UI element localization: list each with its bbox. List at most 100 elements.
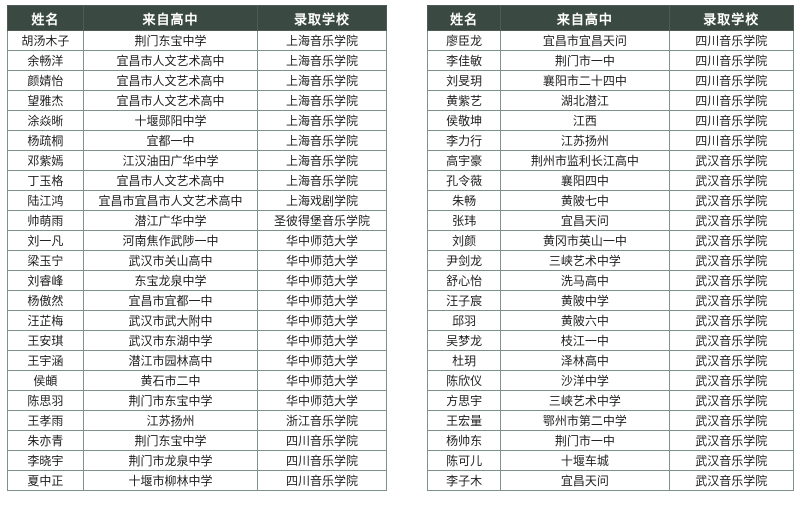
table-row: 杨疏桐 宜都一中 上海音乐学院 bbox=[7, 130, 387, 151]
high-school-cell: 武汉市关山高中 bbox=[82, 250, 259, 271]
student-name-cell: 杨傲然 bbox=[7, 290, 84, 311]
high-school-cell: 河南焦作武陟一中 bbox=[82, 230, 259, 251]
table-row: 颜婧怡 宜昌市人文艺术高中 上海音乐学院 bbox=[7, 70, 387, 91]
student-name-cell: 夏中正 bbox=[7, 470, 84, 491]
student-name-cell: 侯頔 bbox=[7, 370, 84, 391]
admitted-school-cell: 圣彼得堡音乐学院 bbox=[257, 210, 387, 231]
student-name-cell: 邱羽 bbox=[426, 310, 502, 331]
high-school-cell: 黄石市二中 bbox=[82, 370, 259, 391]
admitted-school-cell: 四川音乐学院 bbox=[668, 90, 795, 111]
student-name-cell: 刘颜 bbox=[426, 230, 502, 251]
admitted-school-cell: 华中师范大学 bbox=[257, 230, 387, 251]
table-row: 朱亦青 荆门东宝中学 四川音乐学院 bbox=[7, 430, 387, 451]
student-name-cell: 杨帅东 bbox=[426, 430, 502, 451]
student-name-cell: 尹剑龙 bbox=[426, 250, 502, 271]
table-row: 李子木 宜昌天问 武汉音乐学院 bbox=[426, 470, 795, 491]
column-header-admitted-school: 录取学校 bbox=[257, 5, 387, 31]
admitted-school-cell: 上海音乐学院 bbox=[257, 50, 387, 71]
student-name-cell: 张玮 bbox=[426, 210, 502, 231]
high-school-cell: 沙洋中学 bbox=[500, 370, 670, 391]
table-row: 涂焱晰 十堰郧阳中学 上海音乐学院 bbox=[7, 110, 387, 131]
table-row: 胡汤木子 荆门东宝中学 上海音乐学院 bbox=[7, 30, 387, 51]
admitted-school-cell: 华中师范大学 bbox=[257, 350, 387, 371]
admitted-school-cell: 四川音乐学院 bbox=[257, 470, 387, 491]
admitted-school-cell: 武汉音乐学院 bbox=[668, 330, 795, 351]
table-row: 侯敬坤 江西 四川音乐学院 bbox=[426, 110, 795, 131]
student-name-cell: 丁玉格 bbox=[7, 170, 84, 191]
high-school-cell: 江苏扬州 bbox=[500, 130, 670, 151]
admitted-school-cell: 武汉音乐学院 bbox=[668, 170, 795, 191]
student-name-cell: 黄紫艺 bbox=[426, 90, 502, 111]
student-name-cell: 陈欣仪 bbox=[426, 370, 502, 391]
student-name-cell: 杨疏桐 bbox=[7, 130, 84, 151]
admitted-school-cell: 武汉音乐学院 bbox=[668, 150, 795, 171]
admitted-school-cell: 上海音乐学院 bbox=[257, 90, 387, 111]
high-school-cell: 黄冈市英山一中 bbox=[500, 230, 670, 251]
admitted-school-cell: 上海音乐学院 bbox=[257, 150, 387, 171]
admitted-school-cell: 上海戏剧学院 bbox=[257, 190, 387, 211]
high-school-cell: 宜昌市人文艺术高中 bbox=[82, 170, 259, 191]
table-row: 方思宇 三峡艺术中学 武汉音乐学院 bbox=[426, 390, 795, 411]
student-name-cell: 王安琪 bbox=[7, 330, 84, 351]
student-name-cell: 陈可儿 bbox=[426, 450, 502, 471]
table-row: 高宇豪 荆州市监利长江高中 武汉音乐学院 bbox=[426, 150, 795, 171]
student-name-cell: 刘睿峰 bbox=[7, 270, 84, 291]
table-row: 李力行 江苏扬州 四川音乐学院 bbox=[426, 130, 795, 151]
student-name-cell: 望雅杰 bbox=[7, 90, 84, 111]
admitted-school-cell: 华中师范大学 bbox=[257, 250, 387, 271]
table-row: 廖臣龙 宜昌市宜昌天问 四川音乐学院 bbox=[426, 30, 795, 51]
table-header-row: 姓名 来自高中 录取学校 bbox=[7, 5, 387, 31]
high-school-cell: 江汉油田广华中学 bbox=[82, 150, 259, 171]
high-school-cell: 荆门市龙泉中学 bbox=[82, 450, 259, 471]
high-school-cell: 十堰车城 bbox=[500, 450, 670, 471]
table-row: 望雅杰 宜昌市人文艺术高中 上海音乐学院 bbox=[7, 90, 387, 111]
admitted-school-cell: 华中师范大学 bbox=[257, 270, 387, 291]
student-name-cell: 朱畅 bbox=[426, 190, 502, 211]
student-name-cell: 孔令薇 bbox=[426, 170, 502, 191]
student-name-cell: 刘一凡 bbox=[7, 230, 84, 251]
table-row: 汪芷梅 武汉市武大附中 华中师范大学 bbox=[7, 310, 387, 331]
student-name-cell: 颜婧怡 bbox=[7, 70, 84, 91]
column-header-highschool: 来自高中 bbox=[500, 5, 670, 31]
admitted-school-cell: 武汉音乐学院 bbox=[668, 350, 795, 371]
student-name-cell: 帅萌雨 bbox=[7, 210, 84, 231]
high-school-cell: 荆州市监利长江高中 bbox=[500, 150, 670, 171]
high-school-cell: 宜昌市宜都一中 bbox=[82, 290, 259, 311]
table-row: 刘睿峰 东宝龙泉中学 华中师范大学 bbox=[7, 270, 387, 291]
table-body-left: 胡汤木子 荆门东宝中学 上海音乐学院 余畅洋 宜昌市人文艺术高中 上海音乐学院 颜婧怡 宜昌市… bbox=[7, 30, 387, 491]
admitted-school-cell: 上海音乐学院 bbox=[257, 30, 387, 51]
admitted-school-cell: 上海音乐学院 bbox=[257, 110, 387, 131]
student-name-cell: 涂焱晰 bbox=[7, 110, 84, 131]
admitted-school-cell: 武汉音乐学院 bbox=[668, 250, 795, 271]
student-name-cell: 汪子宸 bbox=[426, 290, 502, 311]
high-school-cell: 黄陂中学 bbox=[500, 290, 670, 311]
student-name-cell: 余畅洋 bbox=[7, 50, 84, 71]
high-school-cell: 潜江广华中学 bbox=[82, 210, 259, 231]
student-name-cell: 吴梦龙 bbox=[426, 330, 502, 351]
table-row: 侯頔 黄石市二中 华中师范大学 bbox=[7, 370, 387, 391]
table-row: 王宇涵 潜江市园林高中 华中师范大学 bbox=[7, 350, 387, 371]
high-school-cell: 黄陂七中 bbox=[500, 190, 670, 211]
high-school-cell: 三峡艺术中学 bbox=[500, 390, 670, 411]
table-row: 舒心怡 洗马高中 武汉音乐学院 bbox=[426, 270, 795, 291]
high-school-cell: 宜昌天问 bbox=[500, 210, 670, 231]
admitted-school-cell: 四川音乐学院 bbox=[668, 130, 795, 151]
student-name-cell: 李力行 bbox=[426, 130, 502, 151]
table-row: 王孝雨 江苏扬州 浙江音乐学院 bbox=[7, 410, 387, 431]
table-row: 李佳敏 荆门市一中 四川音乐学院 bbox=[426, 50, 795, 71]
high-school-cell: 三峡艺术中学 bbox=[500, 250, 670, 271]
column-header-name: 姓名 bbox=[7, 5, 84, 31]
high-school-cell: 宜昌市人文艺术高中 bbox=[82, 50, 259, 71]
student-name-cell: 李佳敏 bbox=[426, 50, 502, 71]
student-name-cell: 王孝雨 bbox=[7, 410, 84, 431]
admitted-school-cell: 武汉音乐学院 bbox=[668, 210, 795, 231]
high-school-cell: 荆门市一中 bbox=[500, 50, 670, 71]
admitted-school-cell: 四川音乐学院 bbox=[257, 450, 387, 471]
admitted-school-cell: 四川音乐学院 bbox=[668, 30, 795, 51]
high-school-cell: 宜昌市人文艺术高中 bbox=[82, 70, 259, 91]
column-header-highschool: 来自高中 bbox=[82, 5, 259, 31]
student-name-cell: 廖臣龙 bbox=[426, 30, 502, 51]
table-row: 丁玉格 宜昌市人文艺术高中 上海音乐学院 bbox=[7, 170, 387, 191]
table-row: 李晓宇 荆门市龙泉中学 四川音乐学院 bbox=[7, 450, 387, 471]
